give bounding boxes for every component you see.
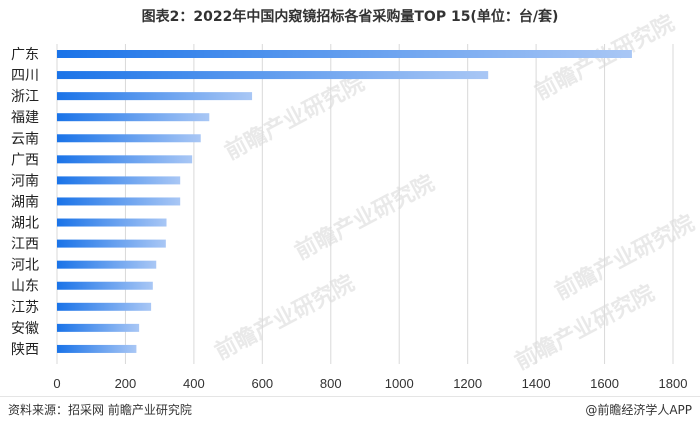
bars bbox=[57, 50, 632, 353]
category-label: 四川 bbox=[11, 68, 39, 84]
bar-8 bbox=[57, 197, 181, 206]
category-label: 福建 bbox=[11, 110, 39, 126]
x-tick-label: 1800 bbox=[659, 376, 688, 391]
x-tick-label: 400 bbox=[183, 376, 205, 391]
brand-credit: @前瞻经济学人APP bbox=[585, 403, 692, 417]
footer-divider bbox=[0, 396, 700, 397]
watermark-text: 前瞻产业研究院 bbox=[211, 270, 359, 365]
category-label: 河北 bbox=[11, 258, 39, 274]
watermark-text: 前瞻产业研究院 bbox=[551, 210, 699, 305]
category-label: 陕西 bbox=[11, 342, 39, 358]
category-label: 浙江 bbox=[11, 89, 39, 105]
category-label: 江苏 bbox=[11, 300, 39, 316]
watermark-text: 前瞻产业研究院 bbox=[221, 70, 369, 165]
x-tick-label: 1000 bbox=[385, 376, 414, 391]
watermark-text: 前瞻产业研究院 bbox=[511, 280, 659, 375]
bar-1 bbox=[57, 50, 632, 58]
x-tick-label: 1200 bbox=[453, 376, 482, 391]
x-tick-label: 0 bbox=[53, 376, 60, 391]
x-tick-label: 1600 bbox=[590, 376, 619, 391]
category-label: 广东 bbox=[11, 47, 39, 63]
bar-15 bbox=[57, 344, 137, 353]
chart-title: 图表2：2022年中国内窥镜招标各省采购量TOP 15(单位：台/套) bbox=[141, 9, 559, 25]
bar-10 bbox=[57, 239, 166, 248]
x-tick-labels: 0 200 400 600 800 1000 1200 1400 1600 1800 bbox=[53, 376, 687, 391]
watermark-text: 前瞻产业研究院 bbox=[291, 170, 439, 265]
bar-5 bbox=[57, 134, 201, 143]
category-label: 河南 bbox=[11, 173, 39, 189]
category-label: 湖北 bbox=[11, 216, 39, 232]
source-note: 资料来源：招采网 前瞻产业研究院 bbox=[8, 403, 192, 417]
category-label: 湖南 bbox=[11, 194, 39, 210]
category-label: 广西 bbox=[11, 152, 39, 168]
bar-2 bbox=[57, 71, 489, 80]
bar-3 bbox=[57, 92, 253, 101]
x-tick-label: 200 bbox=[115, 376, 137, 391]
category-label: 江西 bbox=[11, 237, 39, 253]
bar-4 bbox=[57, 113, 210, 122]
x-tick-label: 800 bbox=[320, 376, 342, 391]
bar-14 bbox=[57, 323, 140, 332]
category-label: 云南 bbox=[11, 131, 39, 147]
bar-12 bbox=[57, 281, 153, 290]
bar-9 bbox=[57, 218, 167, 227]
bar-6 bbox=[57, 155, 193, 164]
x-tick-label: 600 bbox=[251, 376, 273, 391]
category-label: 山东 bbox=[11, 279, 39, 295]
x-tick-label: 1400 bbox=[522, 376, 551, 391]
bar-7 bbox=[57, 176, 181, 185]
bar-13 bbox=[57, 302, 152, 311]
category-label: 安徽 bbox=[11, 321, 39, 337]
bar-11 bbox=[57, 260, 157, 269]
